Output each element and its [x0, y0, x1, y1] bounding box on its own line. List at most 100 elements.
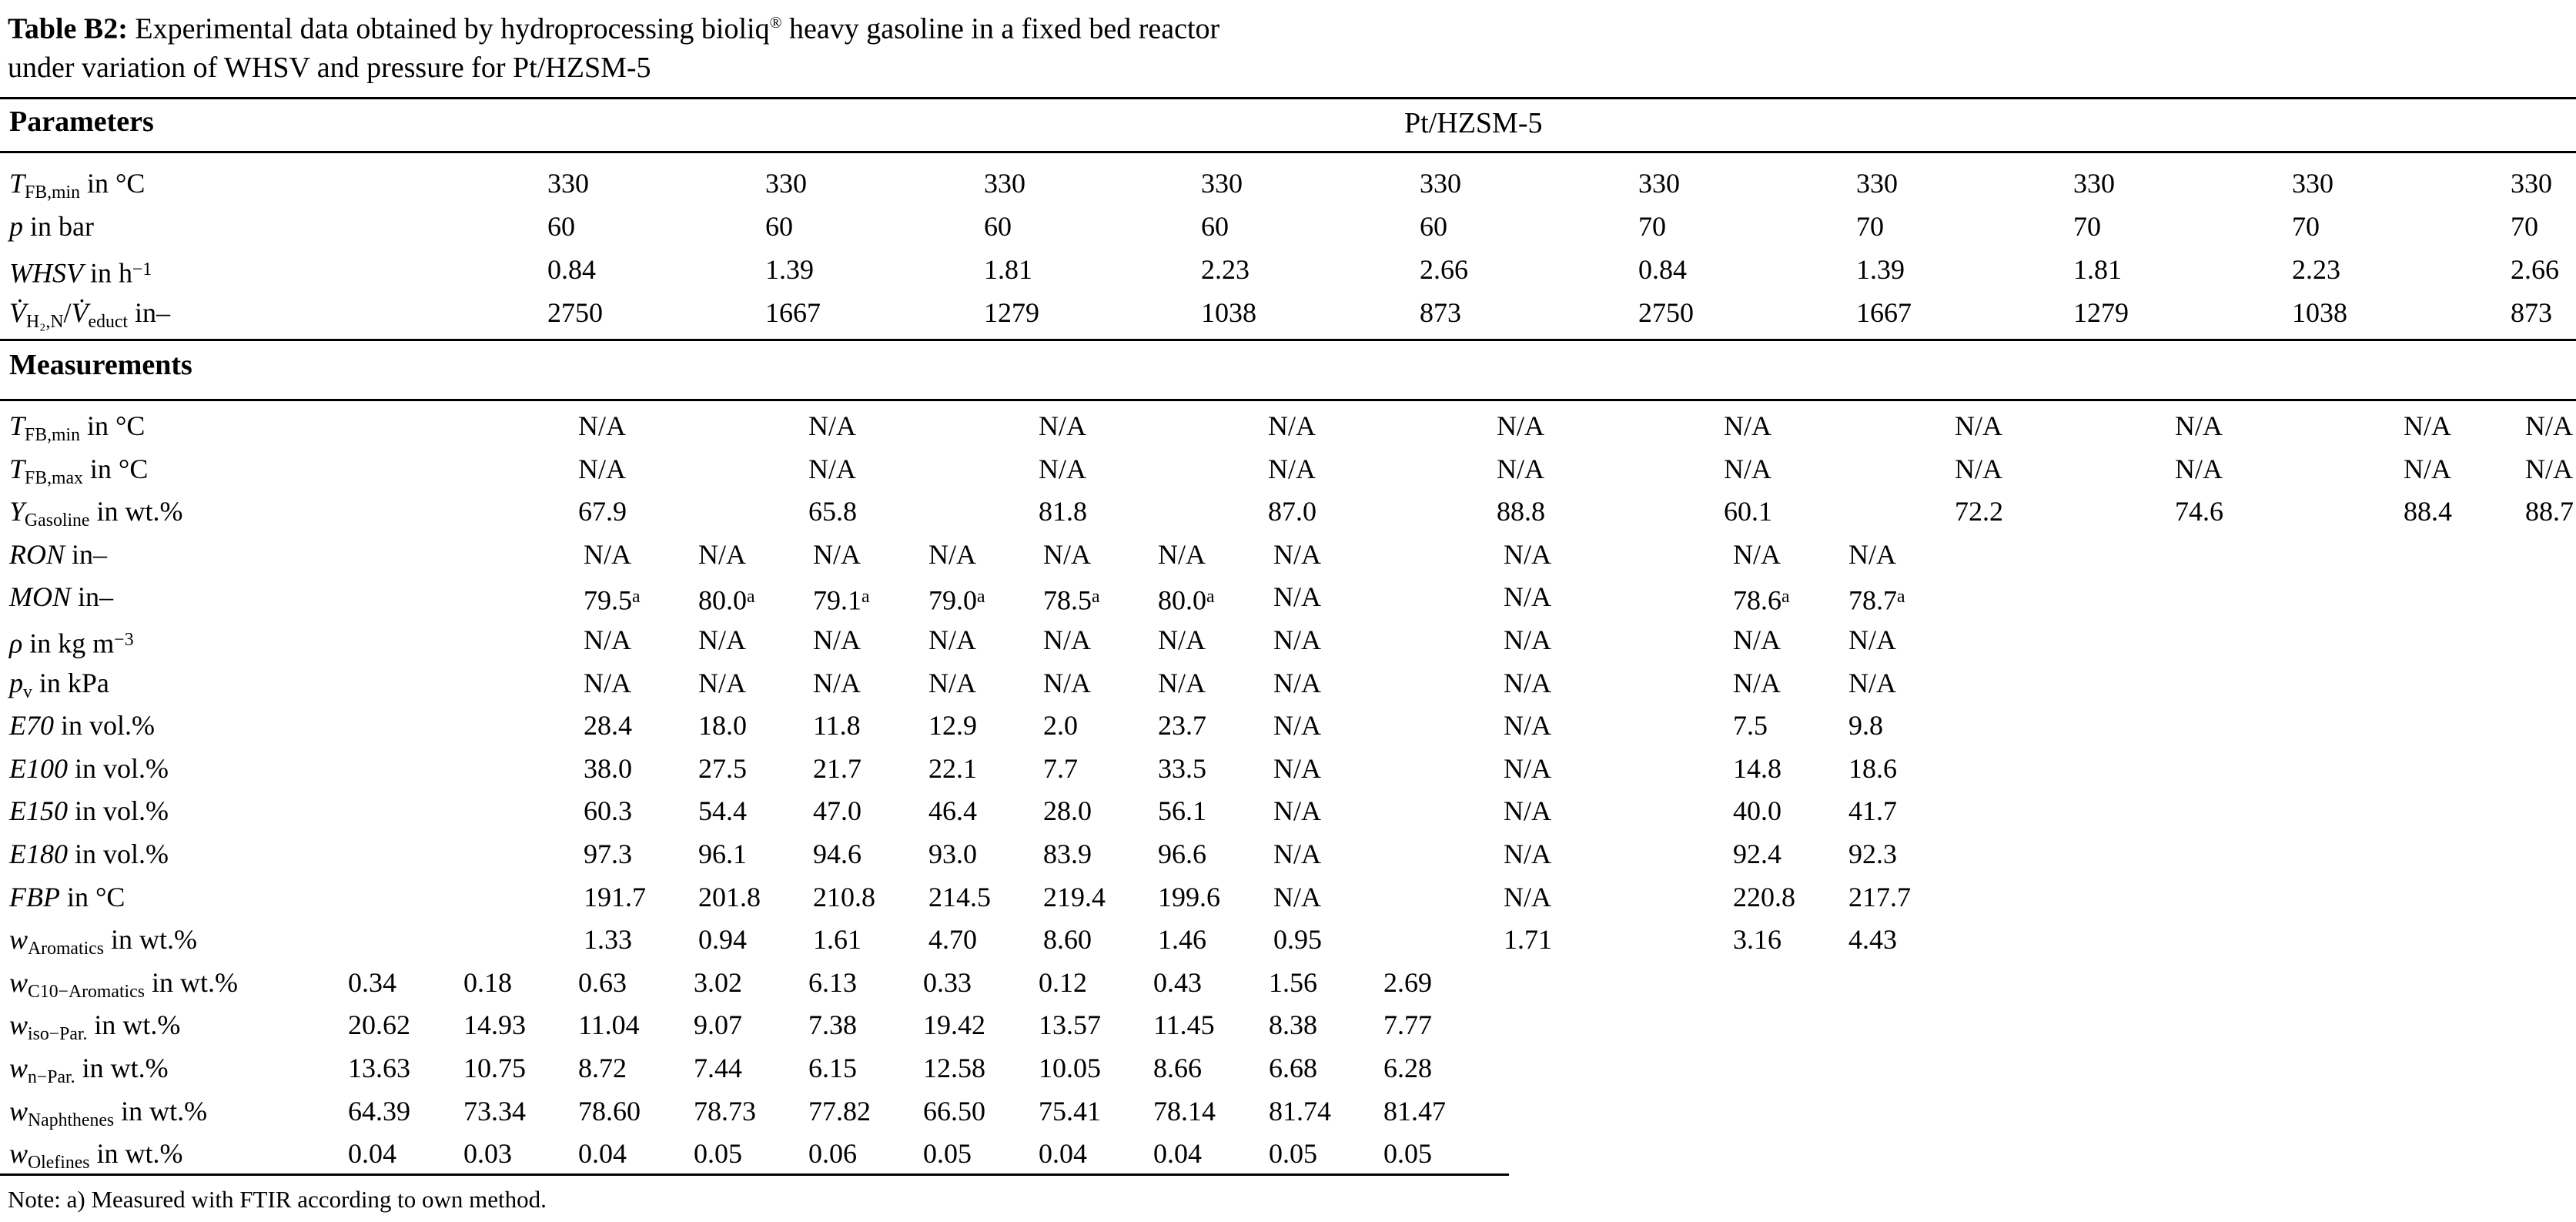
- footnote-marker: a: [632, 587, 641, 608]
- caption-text-2: heavy gasoline in a fixed bed reactor: [781, 12, 1220, 45]
- label-text: Y: [9, 496, 25, 527]
- table-cell: 60: [1201, 211, 1229, 242]
- table-cell: 70: [2292, 211, 2320, 242]
- table-cell: 70: [1638, 211, 1666, 242]
- rule-header-bottom: [0, 151, 2576, 153]
- table-cell: N/A: [1848, 667, 1896, 698]
- row-label: wC10−Aromatics in wt.%: [9, 961, 238, 1013]
- label-subscript: C10−Aromatics: [28, 981, 145, 1002]
- label-text: FBP: [9, 881, 60, 912]
- footnote-marker: a: [1897, 587, 1905, 608]
- table-cell: 70: [2073, 211, 2101, 242]
- table-cell: N/A: [1273, 839, 1321, 869]
- table-cell: 10.05: [1039, 1053, 1101, 1083]
- table-row: ρ in kg m−3 N/A N/A N/A N/A N/A N/A N/A N/A N/A N/…: [0, 618, 2576, 661]
- table-cell: N/A: [813, 538, 861, 570]
- table-cell: 0.34: [348, 966, 396, 998]
- table-cell: 20.62: [348, 1009, 410, 1041]
- table-cell: N/A: [1504, 752, 1551, 784]
- label-text: RON: [9, 538, 65, 570]
- table-cell: 60: [1420, 211, 1447, 242]
- caption-label: Table B2:: [8, 12, 128, 45]
- table-cell: N/A: [698, 624, 746, 655]
- footnote-marker: a: [747, 587, 755, 608]
- cell-value: 78.7: [1848, 584, 1897, 616]
- label-subscript: FB,min: [25, 425, 80, 446]
- table-cell: 92.3: [1848, 839, 1897, 869]
- table-cell: 67.9: [578, 496, 627, 527]
- table-cell: 14.93: [463, 1009, 526, 1041]
- table-cell: 60: [984, 211, 1012, 242]
- table-cell: 21.7: [813, 752, 861, 784]
- table-row: TFB,min in °C N/A N/A N/A N/A N/A N/A N/A N/A N/A…: [0, 404, 2576, 447]
- table-cell: 6.68: [1269, 1053, 1317, 1083]
- label-text: E180: [9, 839, 68, 869]
- row-label: YGasoline in wt.%: [9, 490, 182, 542]
- label-subscript: n−Par.: [28, 1067, 75, 1088]
- cell-value: 79.0: [928, 584, 977, 616]
- table-cell: 11.04: [578, 1009, 640, 1041]
- label-text: in wt.%: [75, 1053, 169, 1083]
- table-cell: 11.8: [813, 710, 861, 742]
- table-cell: 88.8: [1497, 496, 1545, 527]
- label-text: E100: [9, 752, 68, 784]
- table-cell: N/A: [1504, 795, 1551, 827]
- table-cell: N/A: [1273, 667, 1321, 698]
- cell-value: 80.0: [1158, 584, 1206, 616]
- table-cell: N/A: [1504, 624, 1551, 655]
- table-cell: N/A: [1955, 410, 2002, 441]
- table-row: E180 in vol.% 97.3 96.1 94.6 93.0 83.9 96.6 N/A…: [0, 832, 2576, 875]
- row-label: FBP in °C: [9, 875, 125, 919]
- table-cell: N/A: [584, 624, 631, 655]
- table-cell: 330: [2511, 168, 2552, 199]
- table-cell: 8.72: [578, 1053, 627, 1083]
- table-cell: N/A: [1848, 538, 1896, 570]
- label-text: in wt.%: [144, 966, 238, 998]
- row-label: p in bar: [9, 205, 94, 248]
- table-cell: N/A: [928, 538, 976, 570]
- footnote-marker: a: [1206, 587, 1215, 608]
- table-cell: 2750: [1638, 297, 1694, 328]
- label-superscript: −1: [132, 259, 152, 280]
- table-cell: 1279: [984, 297, 1039, 328]
- table-cell: 6.13: [808, 966, 857, 998]
- table-cell: 1038: [2292, 297, 2347, 328]
- row-label: TFB,max in °C: [9, 447, 148, 500]
- label-text: in vol.%: [54, 710, 155, 742]
- table-cell: 7.7: [1043, 752, 1078, 784]
- table-cell: 0.18: [463, 966, 512, 998]
- table-cell: 330: [1856, 168, 1898, 199]
- table-cell: N/A: [1497, 410, 1544, 441]
- rule-measurements-top: [0, 399, 2576, 401]
- table-cell: 11.45: [1153, 1009, 1215, 1041]
- cell-value: 80.0: [698, 584, 747, 616]
- table-cell: 40.0: [1733, 795, 1781, 827]
- table-cell: 0.04: [348, 1138, 396, 1170]
- table-cell: 80.0a: [698, 575, 755, 622]
- table-cell: 18.6: [1848, 752, 1897, 784]
- cell-value: 78.5: [1043, 584, 1092, 616]
- table-row: pv in kPa N/A N/A N/A N/A N/A N/A N/A N/A N/A N/A: [0, 661, 2576, 705]
- rule-parameters-bottom: [0, 339, 2576, 341]
- table-cell: 6.28: [1383, 1053, 1432, 1083]
- row-label: wAromatics in wt.%: [9, 918, 197, 970]
- label-text: in vol.%: [68, 795, 169, 827]
- table-cell: 93.0: [928, 839, 977, 869]
- table-cell: N/A: [1504, 710, 1551, 742]
- table-cell: N/A: [1039, 410, 1086, 441]
- row-label: TFB,min in °C: [9, 162, 145, 214]
- table-cell: N/A: [1733, 624, 1781, 655]
- table-cell: N/A: [1273, 581, 1321, 613]
- label-text: in–: [65, 538, 108, 570]
- table-row: E100 in vol.% 38.0 27.5 21.7 22.1 7.7 33.5 N/A N…: [0, 747, 2576, 790]
- table-cell: 873: [2511, 297, 2552, 328]
- table-cell: 70: [2511, 211, 2538, 242]
- table-cell: 96.6: [1158, 839, 1206, 869]
- table-cell: N/A: [1043, 624, 1091, 655]
- table-cell: 330: [2292, 168, 2333, 199]
- table-row: V̇H₂,N/V̇educt in– 2750 1667 1279 1038 873 275…: [0, 291, 2576, 334]
- table-row: wNaphthenes in wt.% 64.39 73.34 78.60 78.73 7…: [0, 1090, 2576, 1133]
- table-cell: 79.0a: [928, 575, 985, 622]
- table-cell: 330: [765, 168, 807, 199]
- table-cell: 210.8: [813, 881, 875, 912]
